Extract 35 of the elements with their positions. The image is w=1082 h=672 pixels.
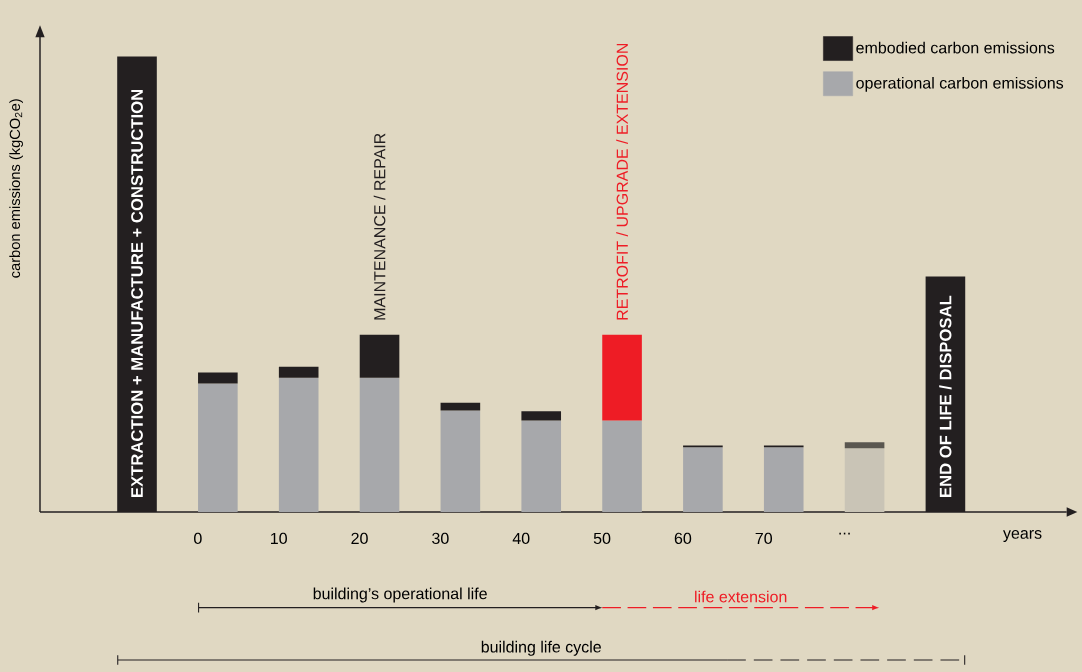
x-tick-label: ... bbox=[839, 532, 850, 535]
annotation: MAINTENANCE / REPAIR bbox=[373, 133, 386, 320]
bar bbox=[198, 383, 238, 512]
x-tick-label: 0 bbox=[194, 532, 202, 545]
x-tick-label: 60 bbox=[674, 532, 692, 545]
bar bbox=[763, 447, 804, 512]
annotation: END OF LIFE / DISPOSAL bbox=[939, 295, 952, 497]
bar bbox=[602, 334, 642, 421]
bar bbox=[602, 420, 642, 512]
legend-label: operational carbon emissions bbox=[856, 76, 1064, 92]
x-tick-label: 20 bbox=[351, 532, 368, 545]
bar bbox=[844, 442, 885, 449]
bar bbox=[359, 334, 400, 378]
bar bbox=[521, 411, 562, 421]
annotation: RETROFIT / UPGRADE / EXTENSION bbox=[616, 43, 628, 320]
x-tick-label: 30 bbox=[432, 532, 449, 545]
y-axis-title: carbon emissions (kgCO$_{2}$e) bbox=[9, 99, 23, 278]
text: building’s operational life bbox=[313, 587, 487, 603]
x-tick-label: 40 bbox=[512, 532, 530, 545]
annotation: EXTRACTION + MANUFACTURE + CONSTRUCTION bbox=[131, 89, 143, 497]
bar bbox=[844, 448, 885, 512]
bar bbox=[683, 447, 723, 512]
legend-label: embodied carbon emissions bbox=[856, 41, 1055, 54]
bar bbox=[521, 420, 562, 512]
x-tick-label: 70 bbox=[755, 532, 773, 545]
x-axis-title: years bbox=[1003, 530, 1042, 542]
bar bbox=[278, 377, 319, 512]
text: life extension bbox=[695, 590, 787, 603]
x-tick-label: 10 bbox=[271, 532, 287, 545]
bar bbox=[278, 366, 319, 378]
bar bbox=[198, 372, 238, 384]
text: building life cycle bbox=[481, 640, 601, 656]
x-tick-label: 50 bbox=[593, 532, 611, 545]
bar bbox=[440, 410, 481, 512]
bar bbox=[359, 377, 400, 512]
